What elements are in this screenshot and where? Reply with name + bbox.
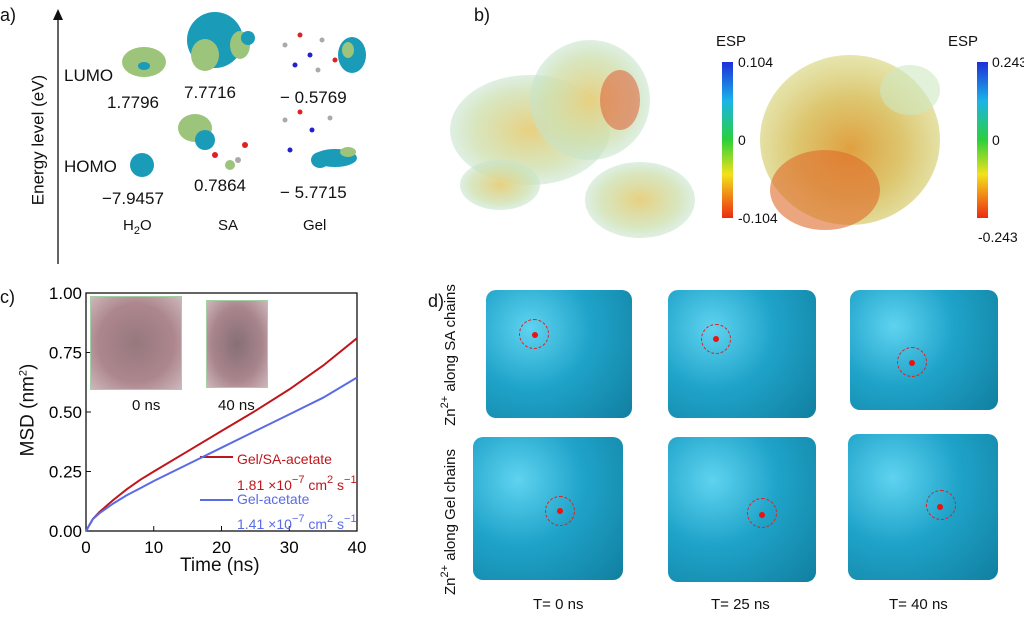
zn-highlight-circle [545, 496, 575, 526]
sa-lumo-orbital [187, 12, 255, 71]
inset-box-40ns [206, 300, 268, 388]
gel-lumo-value: − 0.5769 [280, 88, 347, 107]
esp-min-1: -0.104 [738, 210, 778, 226]
y-tick-label: 0.00 [49, 522, 82, 541]
sa-label: SA [218, 217, 239, 234]
inset-box-0ns [90, 296, 182, 390]
msd-chart: 0 10 20 30 40 0.00 0.25 0.50 0.75 1.00 [49, 284, 367, 557]
esp-colorbar-1 [722, 62, 733, 218]
legend-gel-sa: Gel/SA-acetate [237, 451, 332, 467]
gel-homo-orbital [282, 109, 357, 168]
homo-label: HOMO [64, 157, 117, 176]
gel-snapshot-25ns [668, 437, 816, 582]
esp-title-1: ESP [716, 33, 747, 50]
y-tick-label: 0.50 [49, 403, 82, 422]
time-label-40: T= 40 ns [889, 596, 948, 613]
zn-highlight-circle [747, 498, 777, 528]
gel-lumo-orbital [282, 32, 366, 73]
arrow-head-icon [53, 9, 63, 20]
series-line-1 [85, 376, 358, 532]
sa-snapshot-0ns [486, 290, 632, 418]
energy-axis-label: Energy level (eV) [28, 74, 48, 206]
esp-colorbar-2 [977, 62, 988, 218]
legend-gel-sa-coef: 1.81 ×10−7 cm2 s−1 [237, 474, 357, 493]
zn-ion-marker [557, 508, 563, 514]
sa-snapshot-40ns [850, 290, 998, 410]
zn-ion-marker [532, 332, 538, 338]
sa-homo-orbital [178, 114, 248, 170]
x-tick-label: 40 [348, 538, 367, 557]
y-axis-label: MSD (nm2) [17, 363, 39, 457]
esp-min-2: -0.243 [978, 229, 1018, 245]
h2o-homo-orbital [130, 153, 154, 177]
h2o-lumo-value: 1.7796 [107, 93, 159, 112]
panel-b-esp-maps [450, 40, 940, 238]
time-label-0: T= 0 ns [533, 596, 584, 613]
zn-ion-marker [909, 360, 915, 366]
h2o-label: H2O [123, 217, 152, 237]
zn-ion-marker [937, 504, 943, 510]
x-axis-label: Time (ns) [180, 555, 260, 576]
zn-highlight-circle [926, 490, 956, 520]
sa-snapshot-25ns [668, 290, 816, 418]
y-tick-label: 1.00 [49, 284, 82, 303]
panel-d-label: d) [428, 291, 445, 311]
panel-b-label: b) [474, 5, 491, 25]
x-tick-label: 10 [144, 538, 163, 557]
row-label-sa: Zn2+ along SA chains [439, 284, 459, 426]
esp-max-1: 0.104 [738, 54, 774, 70]
zn-highlight-circle [701, 324, 731, 354]
panel-a-label: a) [0, 5, 17, 25]
zn-highlight-circle [897, 347, 927, 377]
esp-title-2: ESP [948, 33, 979, 50]
x-tick-label: 20 [212, 538, 231, 557]
row-label-gel: Zn2+ along Gel chains [439, 449, 459, 595]
inset-label-40ns: 40 ns [218, 397, 255, 414]
y-tick-label: 0.25 [49, 463, 82, 482]
y-tick-label: 0.75 [49, 344, 82, 363]
panel-a-graphics [53, 9, 366, 264]
esp-mid-2: 0 [992, 132, 1000, 148]
legend-gel-coef: 1.41 ×10−7 cm2 s−1 [237, 513, 357, 532]
sa-esp-surface [760, 55, 940, 230]
zn-ion-marker [759, 512, 765, 518]
sa-homo-value: 0.7864 [194, 176, 246, 195]
inset-label-0ns: 0 ns [132, 397, 161, 414]
x-tick-label: 30 [280, 538, 299, 557]
gel-snapshot-40ns [848, 434, 998, 580]
sa-lumo-value: 7.7716 [184, 83, 236, 102]
zn-ion-marker [713, 336, 719, 342]
legend-gel: Gel-acetate [237, 491, 310, 507]
gel-esp-surface [450, 40, 695, 238]
zn-highlight-circle [519, 319, 549, 349]
x-tick-label: 0 [81, 538, 90, 557]
gel-homo-value: − 5.7715 [280, 183, 347, 202]
gel-label: Gel [303, 217, 327, 234]
esp-mid-1: 0 [738, 132, 746, 148]
h2o-homo-value: −7.9457 [102, 189, 164, 208]
lumo-label: LUMO [64, 66, 114, 85]
esp-max-2: 0.243 [992, 54, 1024, 70]
time-label-25: T= 25 ns [711, 596, 770, 613]
panel-c-label: c) [0, 287, 15, 307]
